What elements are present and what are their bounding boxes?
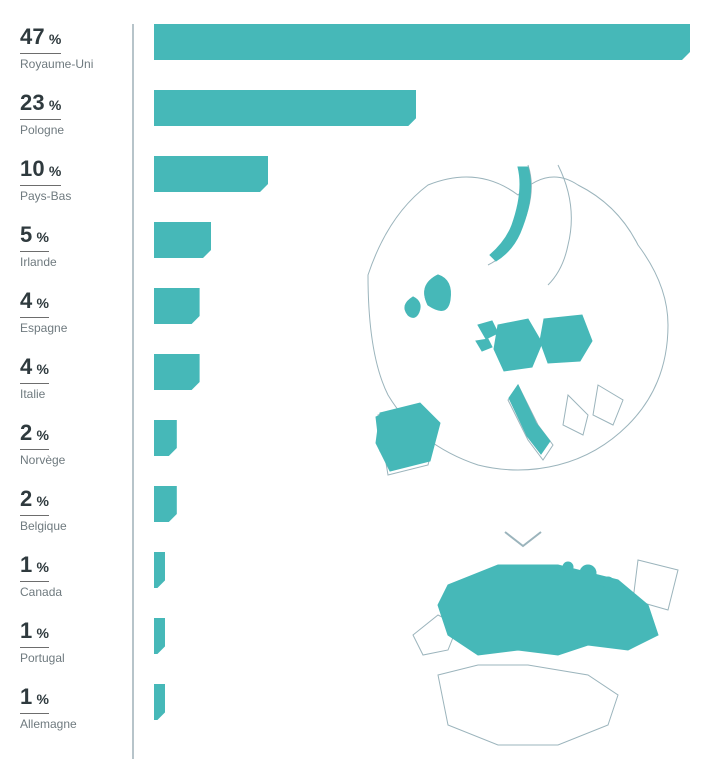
bar-underline [20, 119, 61, 120]
bar-percent-value: 1 [20, 684, 32, 709]
map-uk [425, 275, 451, 310]
bar-country: Allemagne [20, 718, 136, 731]
map-netherlands [478, 321, 498, 339]
percent-symbol: % [49, 97, 61, 113]
bar-underline [20, 449, 49, 450]
percent-symbol: % [36, 493, 48, 509]
bar-percent: 2% [20, 486, 49, 514]
percent-symbol: % [49, 163, 61, 179]
bar-percent-value: 1 [20, 552, 32, 577]
percent-symbol: % [36, 427, 48, 443]
country-bar-chart: 47% Royaume-Uni 23% Pologne 10% Pays-Bas [0, 0, 702, 775]
bar-underline [20, 185, 61, 186]
bar-percent: 10% [20, 156, 61, 184]
bar-fill [154, 552, 165, 588]
map-italy [509, 385, 550, 454]
bar-underline [20, 515, 49, 516]
bar-row: 47% Royaume-Uni [20, 24, 690, 72]
bar-underline [20, 317, 49, 318]
bar-percent: 4% [20, 288, 49, 316]
bar-row: 23% Pologne [20, 90, 690, 138]
bar-percent-value: 23 [20, 90, 45, 115]
percent-symbol: % [36, 559, 48, 575]
bar-underline [20, 647, 49, 648]
bar-country: Canada [20, 586, 136, 599]
bar-percent-value: 10 [20, 156, 45, 181]
bar-fill [154, 354, 200, 390]
bar-label: 47% Royaume-Uni [20, 24, 136, 71]
north-america-map-svg [408, 555, 688, 755]
bar-fill [154, 618, 165, 654]
percent-symbol: % [36, 361, 48, 377]
bar-percent-value: 1 [20, 618, 32, 643]
bar-country: Pologne [20, 124, 136, 137]
map-canada [438, 565, 658, 655]
bar-label: 23% Pologne [20, 90, 136, 137]
europe-map-svg [358, 155, 688, 515]
percent-symbol: % [36, 691, 48, 707]
bar-underline [20, 53, 61, 54]
bar-percent-value: 2 [20, 486, 32, 511]
bar-percent-value: 4 [20, 354, 32, 379]
bar-label: 10% Pays-Bas [20, 156, 136, 203]
bar-fill [154, 684, 165, 720]
bar-fill [154, 222, 211, 258]
bar-percent-value: 47 [20, 24, 45, 49]
bar-fill [154, 486, 177, 522]
bar-percent: 2% [20, 420, 49, 448]
map-connector-icon [503, 530, 543, 550]
europe-map [358, 155, 688, 515]
bar-percent-value: 4 [20, 288, 32, 313]
maps-panel [358, 155, 688, 755]
map-poland [540, 315, 592, 363]
bar-percent: 1% [20, 552, 49, 580]
bar-country: Royaume-Uni [20, 58, 136, 71]
bar-percent: 5% [20, 222, 49, 250]
bar-country: Italie [20, 388, 136, 401]
bar-percent-value: 2 [20, 420, 32, 445]
percent-symbol: % [36, 229, 48, 245]
bar-fill [154, 90, 416, 126]
map-belgium [476, 339, 492, 351]
bar-country: Belgique [20, 520, 136, 533]
bar-label: 2% Norvège [20, 420, 136, 467]
map-norway [490, 167, 531, 261]
percent-symbol: % [36, 295, 48, 311]
bar-fill [154, 24, 690, 60]
bar-country: Portugal [20, 652, 136, 665]
bar-label: 2% Belgique [20, 486, 136, 533]
map-germany [494, 319, 542, 371]
bar-percent: 1% [20, 618, 49, 646]
bar-label: 1% Portugal [20, 618, 136, 665]
bar-percent: 47% [20, 24, 61, 52]
bar-underline [20, 383, 49, 384]
bar-track [154, 90, 690, 126]
bar-track [154, 24, 690, 60]
bar-country: Norvège [20, 454, 136, 467]
bar-label: 1% Allemagne [20, 684, 136, 731]
bar-label: 4% Espagne [20, 288, 136, 335]
bar-label: 4% Italie [20, 354, 136, 401]
bar-country: Irlande [20, 256, 136, 269]
bar-percent: 1% [20, 684, 49, 712]
percent-symbol: % [36, 625, 48, 641]
bar-underline [20, 713, 49, 714]
bar-fill [154, 420, 177, 456]
bar-percent: 23% [20, 90, 61, 118]
bar-country: Pays-Bas [20, 190, 136, 203]
bar-fill [154, 156, 268, 192]
bar-label: 1% Canada [20, 552, 136, 599]
north-america-map [408, 555, 688, 755]
percent-symbol: % [49, 31, 61, 47]
bar-percent-value: 5 [20, 222, 32, 247]
bar-fill [154, 288, 200, 324]
bar-underline [20, 581, 49, 582]
bar-underline [20, 251, 49, 252]
bar-percent: 4% [20, 354, 49, 382]
map-ireland [405, 297, 420, 317]
bar-country: Espagne [20, 322, 136, 335]
bar-label: 5% Irlande [20, 222, 136, 269]
